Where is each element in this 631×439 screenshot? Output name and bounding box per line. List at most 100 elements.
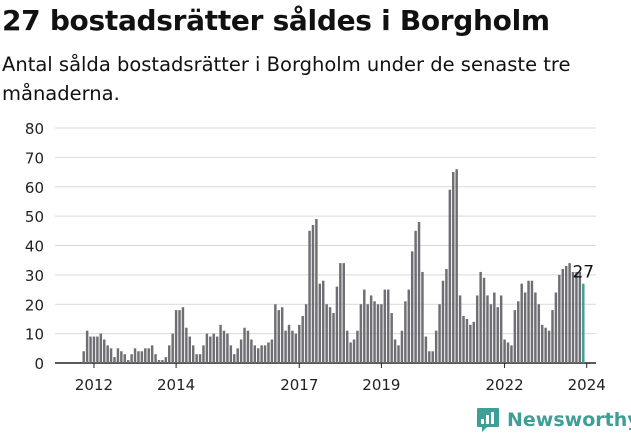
bar [496, 307, 499, 363]
bar [147, 348, 150, 363]
bar [301, 316, 304, 363]
bar [523, 292, 527, 363]
bar [120, 351, 123, 363]
bar [246, 330, 250, 363]
bar [376, 304, 380, 363]
newsworthy-logo-icon [477, 408, 499, 432]
bar [161, 360, 164, 363]
bar [499, 295, 503, 363]
y-tick-label: 30 [25, 267, 44, 285]
bar [465, 318, 469, 363]
bar [339, 263, 342, 364]
bar [318, 283, 322, 363]
bar [335, 286, 339, 364]
bar [479, 271, 482, 363]
x-tick-label: 2017 [280, 376, 318, 394]
bar [99, 333, 103, 364]
bar [328, 307, 332, 363]
newsworthy-logo-text: Newsworthy [507, 409, 631, 431]
bar [363, 289, 366, 363]
y-tick-label: 80 [25, 120, 44, 138]
newsworthy-logo: Newsworthy [476, 407, 631, 433]
bar [469, 324, 472, 363]
y-tick-label: 20 [25, 296, 44, 314]
chart-title: 27 bostadsrätter såldes i Borgholm [2, 4, 550, 37]
bar [489, 304, 493, 363]
bar [215, 336, 219, 363]
bar [493, 292, 496, 363]
bar [445, 269, 448, 363]
x-tick-label: 2014 [157, 376, 195, 394]
bar [322, 280, 325, 363]
bar [202, 345, 205, 364]
bar [133, 348, 137, 363]
bar [475, 295, 479, 363]
y-tick-label: 40 [25, 238, 44, 256]
y-tick-label: 50 [25, 208, 44, 226]
bar [342, 263, 345, 364]
bar [188, 336, 192, 363]
bar [263, 345, 267, 364]
bar [383, 289, 387, 363]
bar [191, 345, 195, 364]
bar [428, 351, 431, 363]
bar [280, 307, 284, 363]
bar [345, 330, 349, 363]
bar [229, 345, 233, 364]
bar [92, 336, 96, 363]
bar [558, 274, 561, 364]
bar [551, 310, 554, 364]
bar [390, 313, 393, 363]
y-tick-label: 10 [25, 326, 44, 344]
bar [308, 230, 311, 363]
bar [578, 271, 582, 363]
bar [554, 292, 558, 363]
bar [325, 304, 328, 363]
bar [82, 351, 85, 363]
bar [270, 339, 274, 363]
bar [404, 301, 407, 363]
bar [168, 345, 171, 364]
bar [198, 354, 202, 363]
bar [267, 342, 270, 363]
bar [236, 348, 239, 363]
bar [164, 357, 168, 364]
bar [482, 277, 486, 363]
bar [332, 313, 335, 363]
bar [458, 295, 462, 363]
bar [424, 336, 428, 363]
bar [366, 304, 369, 363]
bar [274, 304, 277, 363]
bar [226, 333, 229, 364]
bar [103, 339, 106, 363]
bar [243, 327, 246, 363]
bar [212, 333, 215, 364]
bar [359, 304, 363, 363]
bar [472, 321, 476, 364]
bar [205, 333, 209, 364]
bar [520, 283, 523, 363]
bar [150, 345, 154, 364]
bar [455, 169, 458, 364]
bar [414, 230, 417, 363]
bar [284, 330, 287, 363]
bar [298, 324, 301, 363]
bar [438, 304, 441, 363]
bar [452, 172, 455, 363]
bar [209, 336, 212, 363]
bar [568, 263, 571, 364]
bar [534, 292, 537, 363]
bar [387, 289, 390, 363]
bar [137, 351, 140, 363]
bar [116, 348, 120, 363]
bar [113, 357, 116, 364]
bar [219, 324, 222, 363]
bar [517, 301, 520, 363]
bar [352, 339, 356, 363]
bar [291, 330, 294, 363]
bar [369, 295, 373, 363]
bar [294, 333, 298, 364]
bar [311, 224, 315, 363]
bar [250, 339, 253, 363]
